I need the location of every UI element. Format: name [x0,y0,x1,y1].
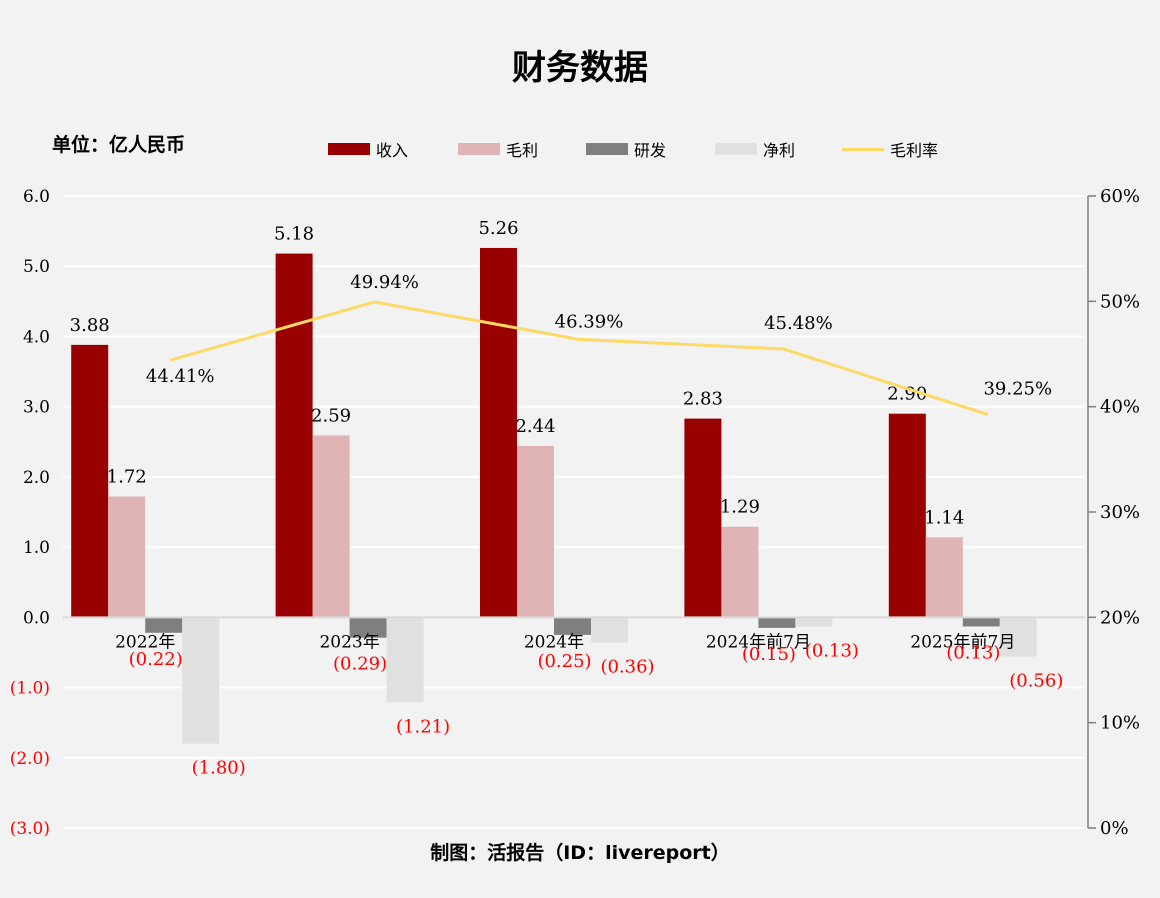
bar-rd [758,617,796,628]
data-label-margin: 46.39% [555,311,624,332]
category-label: 2024年 [524,632,584,652]
y-right-tick-label: 60% [1100,186,1140,207]
y-left-tick-label: 3.0 [23,398,50,418]
legend-label-net-profit: 净利 [763,141,796,160]
y-left-tick-label: 5.0 [23,257,50,277]
y-right-tick-label: 40% [1100,397,1140,418]
legend-swatch-revenue [328,143,370,155]
legend-label-margin: 毛利率 [890,141,939,160]
data-label-net-profit: (0.56) [1009,671,1063,692]
bar-revenue [684,418,722,618]
data-label-revenue: 3.88 [70,315,110,336]
y-left-tick-label: 2.0 [23,468,50,488]
bar-rd [145,617,183,633]
data-label-margin: 39.25% [983,379,1052,400]
bar-net-profit [182,617,220,744]
category-label: 2023年 [319,632,379,652]
bar-net-profit [386,617,424,703]
bar-net-profit [795,617,833,627]
data-label-net-profit: (1.21) [396,716,450,737]
bar-gross-profit [925,537,963,618]
legend-item-gross-profit: 毛利 [458,138,538,160]
bar-revenue [275,253,313,618]
data-label-gross-profit: 1.29 [720,497,760,518]
bar-gross-profit [517,445,554,618]
legend-item-rd: 研发 [586,138,666,160]
legend-swatch-net-profit [715,143,757,155]
bar-rd [349,617,387,638]
bar-revenue [480,247,517,618]
y-left-tick-label: 6.0 [23,187,50,207]
data-label-revenue: 2.83 [683,389,723,410]
y-left-tick-label: 1.0 [23,538,50,558]
bar-revenue [888,413,926,618]
chart-title: 财务数据 [512,48,648,88]
legend-swatch-rd [586,143,628,155]
bar-net-profit [591,617,628,643]
data-label-gross-profit: 1.72 [107,467,147,488]
data-label-net-profit: (0.13) [805,640,859,661]
data-label-revenue: 2.90 [887,384,927,405]
legend-item-margin: 毛利率 [842,138,938,160]
y-left-tick-label: (3.0) [10,819,50,839]
data-label-rd: (0.13) [946,642,1000,663]
bar-gross-profit [721,526,759,618]
y-right-tick-label: 50% [1100,291,1140,312]
data-label-rd: (0.29) [333,654,387,675]
y-left-tick-label: (1.0) [10,679,50,699]
bar-net-profit [999,617,1037,657]
legend-item-net-profit: 净利 [715,138,795,160]
legend-label-gross-profit: 毛利 [506,141,539,160]
data-label-rd: (0.15) [742,644,796,665]
category-label: 2022年 [115,632,175,652]
legend-item-revenue: 收入 [328,138,408,160]
data-label-rd: (0.25) [537,651,591,672]
data-label-gross-profit: 2.59 [311,405,351,426]
bar-rd [962,617,1000,627]
category-label: 2024年前7月 [706,632,811,652]
data-label-net-profit: (0.36) [600,657,654,678]
legend-label-revenue: 收入 [376,141,409,160]
data-label-gross-profit: 1.14 [924,507,964,528]
credit-label: 制图：活报告（ID：livereport） [430,842,730,864]
data-label-rd: (0.22) [129,649,183,670]
y-left-tick-label: 4.0 [23,327,50,347]
data-label-revenue: 5.26 [478,218,518,239]
data-label-margin: 44.41% [146,366,215,387]
bar-revenue [71,344,109,618]
y-right-tick-label: 30% [1100,502,1140,523]
y-left-tick-label: (2.0) [10,749,50,769]
legend-line-margin [842,147,884,151]
data-label-margin: 49.94% [350,272,419,293]
legend-swatch-gross-profit [458,143,500,155]
data-label-revenue: 5.18 [274,224,314,245]
unit-label: 单位：亿人民币 [52,134,186,156]
y-right-tick-label: 0% [1100,818,1129,839]
y-right-tick-label: 20% [1100,607,1140,628]
data-label-net-profit: (1.80) [192,758,246,779]
y-right-tick-label: 10% [1100,713,1140,734]
bar-gross-profit [312,435,350,618]
legend-label-rd: 研发 [634,141,667,160]
data-label-margin: 45.48% [764,313,833,334]
category-label: 2025年前7月 [910,632,1015,652]
data-label-gross-profit: 2.44 [515,416,555,437]
y-left-tick-label: 0.0 [23,608,50,628]
line-gross-margin [169,300,989,416]
bar-rd [554,617,591,635]
bar-gross-profit [108,496,146,618]
